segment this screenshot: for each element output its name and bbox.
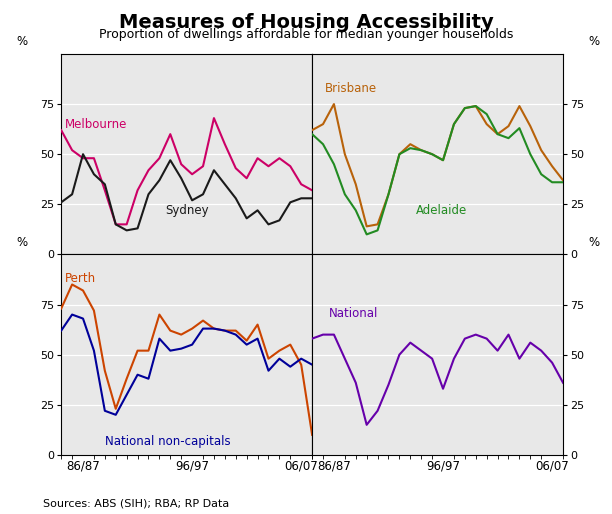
Text: %: % <box>17 35 28 48</box>
Text: National non-capitals: National non-capitals <box>105 435 231 448</box>
Text: Melbourne: Melbourne <box>64 118 127 131</box>
Text: Adelaide: Adelaide <box>416 205 467 217</box>
Text: Perth: Perth <box>64 272 95 285</box>
Text: Measures of Housing Accessibility: Measures of Housing Accessibility <box>119 13 493 32</box>
Text: Brisbane: Brisbane <box>325 82 378 95</box>
Text: %: % <box>588 236 599 249</box>
Text: %: % <box>17 236 28 249</box>
Text: Sources: ABS (SIH); RBA; RP Data: Sources: ABS (SIH); RBA; RP Data <box>43 499 229 509</box>
Text: Proportion of dwellings affordable for median younger households: Proportion of dwellings affordable for m… <box>99 28 513 41</box>
Text: National: National <box>329 306 378 320</box>
Text: Sydney: Sydney <box>165 205 209 217</box>
Text: %: % <box>588 35 599 48</box>
